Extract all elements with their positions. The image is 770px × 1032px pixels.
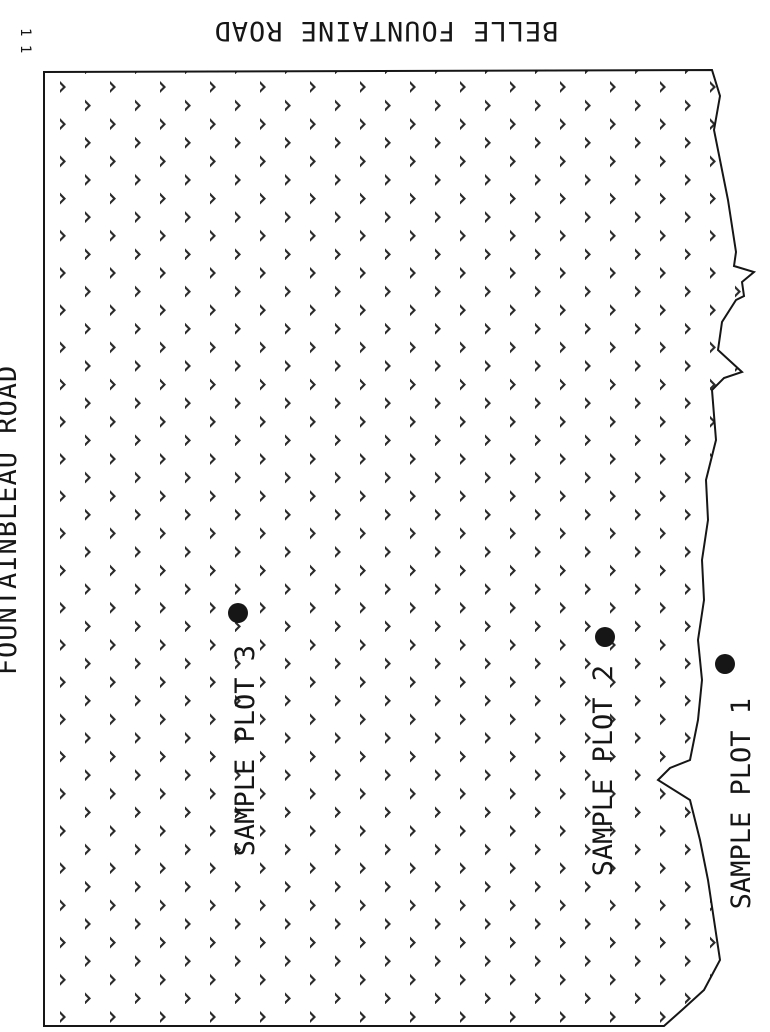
plot-marker-icon [715,654,735,674]
parcel-boundary [43,68,757,1027]
plot-marker-icon [595,627,615,647]
sample-plot-3-label: SAMPLE PLOT 3 [230,645,261,856]
road-label-top: BELLE FOUNTAINE ROAD [213,15,558,46]
sample-plot-2-label: SAMPLE PLOT 2 [588,665,619,876]
sample-plot-1-label: SAMPLE PLOT 1 [726,698,757,909]
road-label-left: FOUNTAINBLEAU ROAD [0,365,23,676]
corner-mark: 1 1 [17,28,33,53]
plot-marker-icon [228,603,248,623]
sample-plot-2: SAMPLE PLOT 2 [588,627,619,876]
parcel-pattern-fill [44,70,754,1026]
sample-plot-3: SAMPLE PLOT 3 [228,603,261,856]
sample-plot-1: SAMPLE PLOT 1 [715,654,757,909]
